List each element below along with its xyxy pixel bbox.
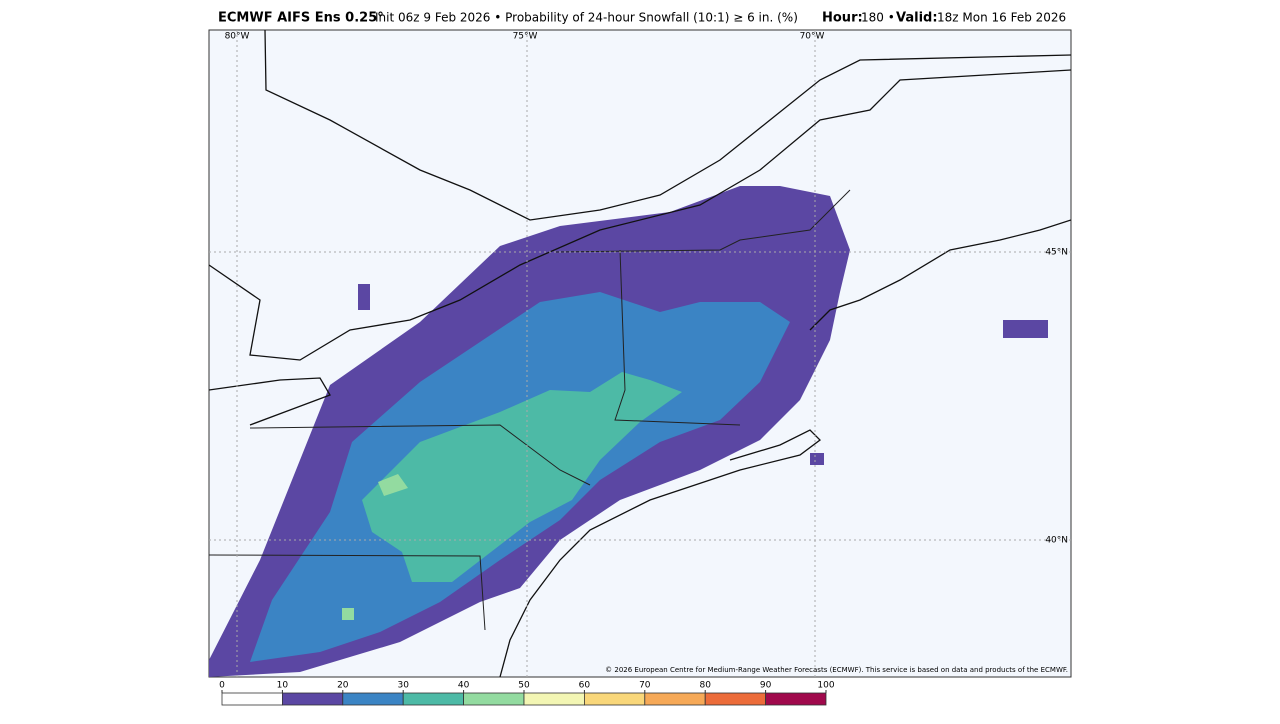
map-content bbox=[209, 30, 1071, 677]
colorbar-segment bbox=[523, 692, 585, 706]
colorbar-segment bbox=[584, 692, 646, 706]
graticule bbox=[209, 30, 1071, 677]
colorbar-segment bbox=[704, 692, 767, 706]
description: Init 06z 9 Feb 2026 • Probability of 24-… bbox=[375, 11, 798, 25]
colorbar-tick-label: 50 bbox=[518, 681, 530, 691]
colorbar: 0 10 20 30 40 50 60 70 80 90 100 bbox=[219, 681, 835, 706]
colorbar-segment bbox=[342, 692, 404, 706]
snow-40 bbox=[342, 474, 408, 620]
colorbar-tick-label: 70 bbox=[639, 681, 651, 691]
borders bbox=[209, 189, 851, 631]
valid: 18z Mon 16 Feb 2026 bbox=[937, 11, 1066, 25]
colorbar-segment bbox=[402, 692, 465, 706]
colorbar-tick-label: 60 bbox=[579, 681, 591, 691]
lat-label: 40°N bbox=[1045, 536, 1068, 546]
lat-label: 45°N bbox=[1045, 248, 1068, 258]
colorbar-segment bbox=[765, 692, 827, 706]
colorbar-tick-label: 20 bbox=[337, 681, 349, 691]
copyright: © 2026 European Centre for Medium-Range … bbox=[605, 666, 1068, 674]
colorbar-tick-label: 40 bbox=[458, 681, 470, 691]
lon-label: 70°W bbox=[800, 32, 825, 42]
model-title: ECMWF AIFS Ens 0.25° bbox=[218, 11, 384, 26]
colorbar-segment bbox=[644, 692, 706, 706]
colorbar-tick-label: 10 bbox=[277, 681, 289, 691]
hour: 180 • bbox=[861, 11, 895, 25]
colorbar-segment bbox=[463, 692, 525, 706]
colorbar-tick-label: 100 bbox=[817, 681, 834, 691]
snow-30 bbox=[362, 372, 682, 582]
hour-label: Hour: bbox=[822, 11, 863, 26]
colorbar-segment bbox=[281, 692, 344, 706]
colorbar-tick-label: 30 bbox=[397, 681, 409, 691]
valid-label: Valid: bbox=[896, 11, 938, 26]
colorbar-tick-label: 90 bbox=[760, 681, 772, 691]
colorbar-tick-label: 80 bbox=[699, 681, 711, 691]
lon-label: 75°W bbox=[513, 32, 538, 42]
lon-label: 80°W bbox=[225, 32, 250, 42]
colorbar-segment bbox=[221, 692, 283, 706]
colorbar-tick-label: 0 bbox=[219, 681, 225, 691]
